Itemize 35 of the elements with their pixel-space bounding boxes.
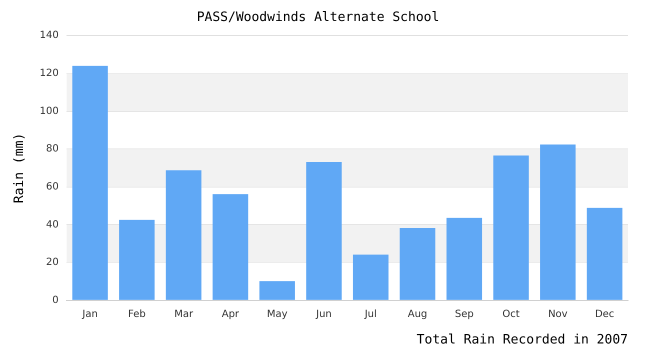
x-tick-label: Mar [174, 308, 194, 320]
bar [446, 218, 482, 300]
x-axis-title: Total Rain Recorded in 2007 [416, 332, 628, 348]
y-tick-label: 140 [40, 30, 59, 42]
x-tick-label: Aug [408, 308, 428, 320]
bar [119, 220, 155, 300]
x-tick-label: Feb [128, 308, 146, 320]
bar [400, 228, 436, 300]
x-tick-label: Oct [502, 308, 520, 320]
bar [259, 281, 295, 300]
y-tick-label: 120 [40, 68, 59, 80]
x-tick-label: Dec [594, 308, 614, 320]
y-axis-title: Rain (mm) [12, 132, 28, 204]
y-tick-label: 100 [40, 106, 59, 117]
bar [166, 170, 202, 300]
bar [72, 66, 108, 300]
bar [586, 208, 622, 300]
y-tick-label: 0 [52, 294, 59, 306]
x-tick-label: Jan [81, 308, 98, 320]
bar [306, 162, 342, 300]
y-tick-label: 40 [46, 219, 59, 230]
bar [493, 156, 529, 300]
x-tick-label: Jun [315, 308, 332, 320]
x-tick-label: May [266, 308, 288, 320]
y-tick-label: 20 [46, 257, 59, 268]
x-tick-label: Sep [454, 308, 474, 320]
bar [212, 194, 248, 300]
y-tick-label: 60 [46, 182, 59, 193]
y-tick-label: 80 [46, 144, 59, 155]
bar [352, 254, 389, 300]
x-tick-label: Jul [364, 308, 377, 320]
x-tick-label: Nov [548, 308, 568, 320]
chart-title: PASS/Woodwinds Alternate School [196, 10, 440, 26]
x-tick-label: Apr [222, 308, 240, 320]
bar [540, 144, 576, 300]
